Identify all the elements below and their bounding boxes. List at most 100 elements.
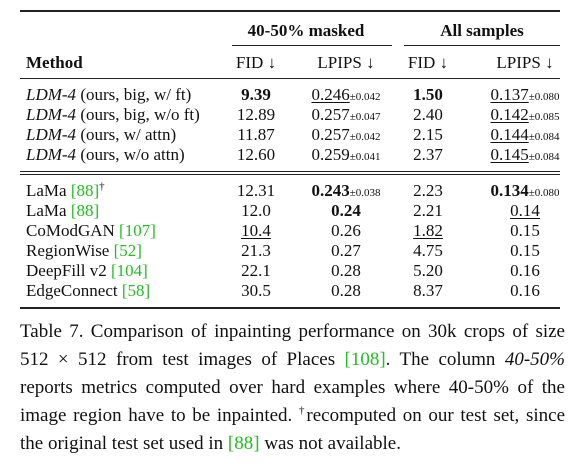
- std-dev: ±0.042: [350, 91, 381, 103]
- method-cell: RegionWise [52]: [26, 241, 142, 261]
- metric-value: 0.27: [331, 241, 361, 260]
- std-dev: ±0.042: [350, 131, 381, 143]
- pm-sign: ±: [349, 131, 356, 143]
- dagger-mark: †: [298, 404, 307, 417]
- pm-sign: ±: [528, 131, 535, 143]
- metric-cell-fid1: 10.4: [241, 221, 271, 241]
- metric-value: 0.243: [311, 181, 350, 200]
- method-cell: LaMa [88]†: [26, 181, 105, 201]
- metric-cell-fid1: 12.89: [237, 105, 275, 125]
- metric-cell-fid1: 21.3: [241, 241, 271, 261]
- std-dev: ±0.080: [529, 187, 560, 199]
- std-dev-value: 0.041: [355, 151, 381, 163]
- metric-value: 10.4: [241, 221, 271, 240]
- metric-cell-fid1: 12.60: [237, 145, 275, 165]
- bottom-rule: [20, 307, 560, 309]
- metric-cell-fid2: 8.37: [413, 281, 443, 301]
- caption-text: . The column: [385, 349, 505, 370]
- metric-cell-lpips1: 0.257±0.047: [311, 105, 380, 127]
- metric-cell-fid2: 2.21: [413, 201, 443, 221]
- caption-ref-link[interactable]: [88]: [227, 433, 260, 454]
- metric-cell-fid2: 5.20: [413, 261, 443, 281]
- metric-cell-lpips1: 0.246±0.042: [311, 85, 380, 107]
- std-dev-value: 0.084: [534, 131, 560, 143]
- std-dev: ±0.047: [350, 111, 381, 123]
- citation-link[interactable]: [88]: [70, 181, 100, 200]
- metric-cell-fid2: 1.50: [413, 85, 443, 105]
- metric-value: 11.87: [237, 125, 275, 144]
- metric-cell-lpips1: 0.28: [331, 281, 361, 301]
- metric-value: 2.23: [413, 181, 443, 200]
- column-header-method: Method: [26, 53, 83, 72]
- metric-value: 0.145: [490, 145, 529, 164]
- model-name: LDM-4: [26, 85, 77, 104]
- group-rule-all: [404, 45, 560, 46]
- metric-cell-lpips2: 0.15: [510, 241, 540, 261]
- metric-cell-fid2: 2.40: [413, 105, 443, 125]
- pm-sign: ±: [528, 111, 535, 123]
- metric-cell-fid2: 1.82: [413, 221, 443, 241]
- std-dev-value: 0.042: [355, 91, 381, 103]
- metric-value: 0.24: [331, 201, 361, 220]
- std-dev: ±0.084: [529, 131, 560, 143]
- caption-text: Comparison of inpainting performance on …: [20, 321, 565, 370]
- metric-value: 8.37: [413, 281, 443, 300]
- citation-link[interactable]: [58]: [121, 281, 151, 300]
- method-cell: LaMa [88]: [26, 201, 99, 221]
- metric-value: 0.28: [331, 281, 361, 300]
- model-name: EdgeConnect: [26, 281, 122, 300]
- column-header-lpips-masked: LPIPS ↓: [317, 53, 375, 72]
- metric-cell-fid2: 2.37: [413, 145, 443, 165]
- metric-cell-lpips1: 0.243±0.038: [311, 181, 380, 203]
- header-rule: [20, 78, 560, 79]
- metric-value: 2.15: [413, 125, 443, 144]
- model-name: LDM-4: [26, 105, 77, 124]
- metric-value: 30.5: [241, 281, 271, 300]
- pm-sign: ±: [528, 187, 535, 199]
- std-dev-value: 0.080: [534, 187, 560, 199]
- citation-link[interactable]: [88]: [70, 201, 100, 220]
- citation-link[interactable]: [52]: [113, 241, 142, 260]
- metric-value: 12.89: [236, 105, 276, 124]
- metric-cell-fid2: 2.23: [413, 181, 443, 201]
- caption-ref-link[interactable]: [108]: [344, 349, 386, 370]
- metric-value: 0.15: [510, 241, 540, 260]
- citation-link[interactable]: [107]: [119, 221, 156, 240]
- metric-value: 0.28: [331, 261, 361, 280]
- pm-sign: ±: [528, 151, 535, 163]
- std-dev-value: 0.080: [534, 91, 560, 103]
- metric-value: 0.142: [490, 105, 529, 124]
- metric-cell-lpips2: 0.15: [510, 221, 540, 241]
- model-name: LaMa: [26, 181, 71, 200]
- caption-label: Table 7.: [20, 321, 84, 342]
- metric-value: 5.20: [413, 261, 443, 280]
- metric-value: 2.40: [413, 105, 443, 124]
- metric-value: 0.14: [510, 201, 540, 220]
- method-cell: EdgeConnect [58]: [26, 281, 150, 301]
- metric-cell-lpips2: 0.142±0.085: [490, 105, 559, 127]
- metric-value: 2.21: [413, 201, 443, 220]
- metric-value: 0.257: [311, 105, 350, 124]
- pm-sign: ±: [349, 187, 356, 199]
- metric-value: 0.16: [510, 281, 540, 300]
- metric-value: 1.50: [413, 85, 443, 104]
- caption-text: recomputed on our test set, since the or…: [20, 405, 566, 454]
- metric-cell-lpips2: 0.14: [510, 201, 540, 221]
- column-header-fid-masked: FID ↓: [235, 53, 277, 72]
- metric-cell-lpips2: 0.16: [510, 261, 540, 281]
- model-name: CoModGAN: [26, 221, 120, 240]
- metric-value: 0.257: [311, 125, 350, 144]
- std-dev-value: 0.084: [534, 151, 560, 163]
- metric-value: 1.82: [413, 221, 443, 240]
- caption-text: was not available.: [259, 433, 401, 454]
- section-rule-2: [20, 174, 560, 175]
- model-name: LDM-4: [26, 145, 77, 164]
- dagger-mark: †: [99, 180, 105, 193]
- metric-cell-fid2: 2.15: [413, 125, 443, 145]
- metric-value: 12.0: [241, 201, 271, 220]
- model-variant: (ours, w/o attn): [76, 145, 185, 164]
- metric-value: 12.31: [236, 181, 276, 200]
- citation-link[interactable]: [104]: [111, 261, 148, 280]
- metric-value: 21.3: [241, 241, 271, 260]
- metric-cell-fid1: 11.87: [237, 125, 275, 145]
